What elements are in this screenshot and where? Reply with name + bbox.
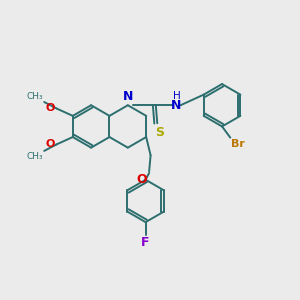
Text: N: N <box>123 90 134 103</box>
Text: O: O <box>45 140 55 149</box>
Text: CH₃: CH₃ <box>26 92 43 101</box>
Text: F: F <box>141 236 150 249</box>
Text: N: N <box>171 99 182 112</box>
Text: CH₃: CH₃ <box>26 152 43 161</box>
Text: S: S <box>155 126 164 139</box>
Text: O: O <box>137 173 147 186</box>
Text: O: O <box>45 103 55 113</box>
Text: H: H <box>173 91 181 101</box>
Text: Br: Br <box>231 140 245 149</box>
